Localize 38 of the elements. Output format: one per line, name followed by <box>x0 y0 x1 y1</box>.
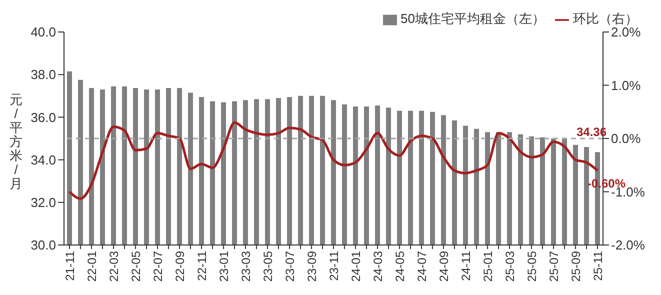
y-tick-label: 36.0 <box>30 110 56 125</box>
x-tick-label: 24-11 <box>459 250 474 281</box>
x-tick-label: 25-03 <box>503 250 518 282</box>
x-tick-label: 22-07 <box>151 250 166 282</box>
legend-label: 环比（右） <box>573 11 638 26</box>
x-tick-label: 23-01 <box>217 250 232 282</box>
x-tick-label: 21-11 <box>63 250 78 281</box>
y-tick-label: 38.0 <box>30 67 56 82</box>
y-axis-title: 元/平方米/月 <box>8 92 24 191</box>
x-tick-label: 22-03 <box>107 250 122 282</box>
x-tick-label: 23-03 <box>239 250 254 282</box>
x-tick-label: 23-11 <box>327 250 342 281</box>
x-tick-label: 23-05 <box>261 250 276 282</box>
x-tick-label: 25-07 <box>547 250 562 282</box>
y-tick-label: 30.0 <box>30 238 56 253</box>
x-tick-label: 24-01 <box>349 250 364 282</box>
x-tick-label: 22-09 <box>173 250 188 282</box>
y-tick-label: 34.0 <box>30 152 56 168</box>
y2-tick-label: -2.0% <box>611 238 646 253</box>
x-tick-label: 22-01 <box>85 250 100 282</box>
y-tick-label: 32.0 <box>30 195 56 210</box>
x-tick-label: 24-03 <box>371 250 386 282</box>
x-tick-label: 25-01 <box>481 250 496 282</box>
x-tick-label: 23-07 <box>283 250 298 282</box>
x-tick-label: 23-09 <box>305 250 320 282</box>
y2-tick-label: 2.0% <box>611 24 642 40</box>
y-tick-label: 40.0 <box>30 24 56 40</box>
y2-tick-label: 0.0% <box>611 131 642 146</box>
legend-label: 50城住宅平均租金（左） <box>400 11 545 26</box>
x-tick-label: 24-09 <box>437 250 452 282</box>
x-tick-label: 22-05 <box>129 250 144 282</box>
x-tick-label: 25-09 <box>569 250 584 282</box>
x-tick-label: 25-05 <box>525 250 540 282</box>
y2-tick-label: 1.0% <box>611 78 642 93</box>
x-tick-label: 22-11 <box>195 250 210 281</box>
x-tick-label: 25-11 <box>591 250 606 281</box>
x-tick-label: 24-07 <box>415 250 430 282</box>
x-tick-label: 24-05 <box>393 250 408 282</box>
